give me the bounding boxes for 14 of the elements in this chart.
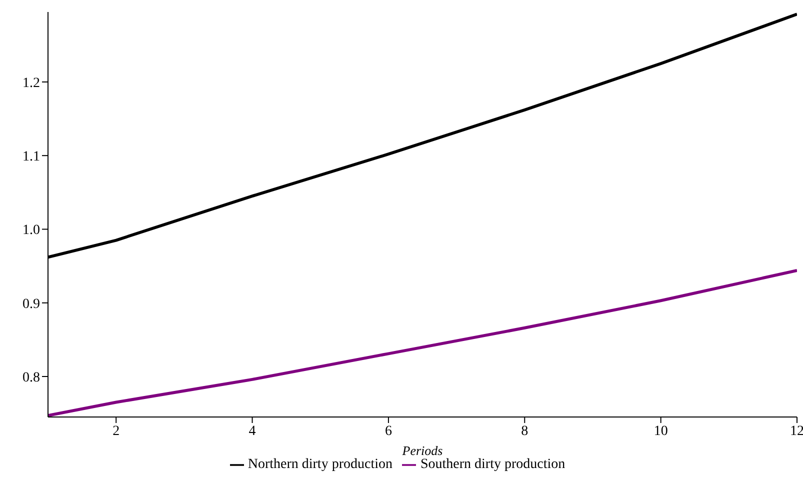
legend-label: Southern dirty production (420, 457, 566, 472)
x-tick-label: 10 (654, 424, 668, 439)
y-tick-label: 1.1 (22, 150, 40, 165)
x-tick-label: 2 (112, 424, 120, 439)
y-tick-label: 1.2 (22, 76, 40, 91)
x-tick-label: 12 (790, 424, 803, 439)
y-tick-label: 0.9 (22, 296, 40, 312)
x-tick-label: 8 (521, 424, 528, 439)
y-tick-label: 0.8 (22, 370, 40, 386)
legend-label: Northern dirty production (248, 457, 392, 472)
y-tick-label: 1.0 (22, 223, 40, 238)
x-axis-title: Periods (401, 443, 443, 458)
x-tick-label: 6 (384, 424, 392, 439)
x-tick-label: 4 (248, 424, 256, 439)
